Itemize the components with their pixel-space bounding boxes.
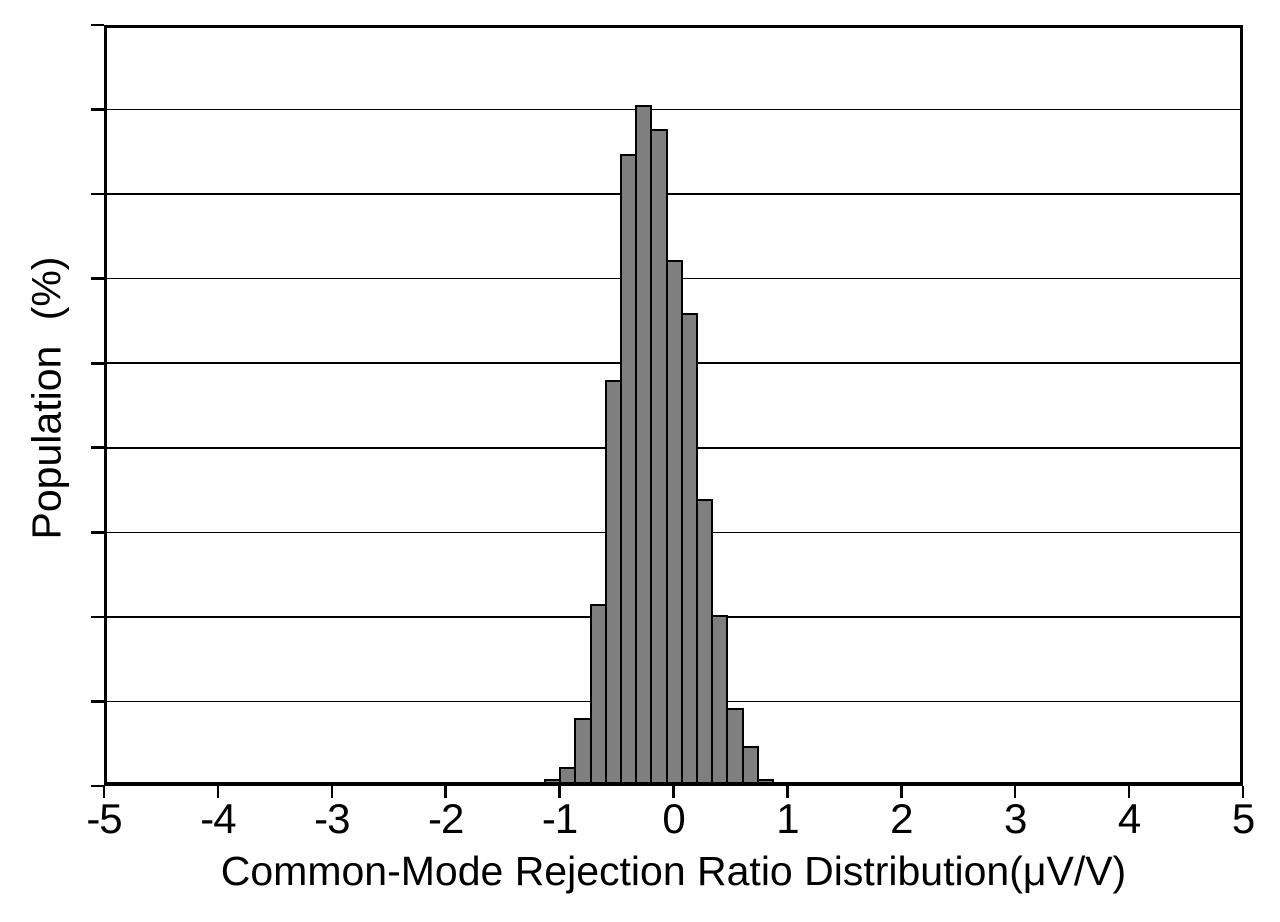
x-tick-label: 3	[1004, 795, 1027, 842]
y-axis-tick	[91, 784, 104, 788]
gridline	[104, 193, 1243, 195]
y-axis-title: Population (%)	[23, 256, 70, 540]
x-tick-label: 0	[662, 795, 685, 842]
x-tick-label: -4	[200, 795, 236, 842]
gridline	[104, 108, 1243, 111]
x-tick-label: 2	[890, 795, 913, 842]
y-axis-tick	[91, 23, 104, 27]
x-axis-tick	[330, 786, 334, 798]
x-tick-label: -5	[86, 795, 122, 842]
x-axis-tick	[102, 786, 106, 798]
y-axis-tick	[91, 277, 104, 280]
y-axis-tick	[91, 615, 104, 619]
x-tick-label: 1	[776, 795, 799, 842]
x-tick-label: -2	[428, 795, 464, 842]
x-axis-tick	[1127, 786, 1131, 798]
y-axis-tick	[91, 700, 104, 703]
y-axis-tick	[91, 361, 104, 365]
x-axis-tick	[216, 786, 220, 798]
histogram-bar	[756, 778, 775, 786]
x-axis-title: Common-Mode Rejection Ratio Distribution…	[220, 848, 1127, 894]
x-tick-label: -1	[541, 795, 578, 842]
x-axis-tick	[444, 786, 447, 798]
y-axis-tick	[91, 192, 104, 196]
x-tick-label: -3	[314, 795, 350, 842]
y-axis-tick	[91, 531, 104, 534]
y-axis-tick	[91, 446, 104, 450]
x-axis-tick	[558, 786, 561, 798]
x-tick-label: 5	[1231, 795, 1255, 842]
x-axis-tick	[1013, 786, 1017, 798]
x-tick-label: 4	[1117, 795, 1141, 842]
x-axis-tick	[1241, 786, 1245, 798]
x-axis-tick	[786, 786, 789, 798]
y-axis-tick	[91, 108, 104, 111]
x-axis-tick	[900, 786, 903, 798]
plot-area	[104, 25, 1243, 786]
x-axis-tick	[672, 786, 675, 798]
